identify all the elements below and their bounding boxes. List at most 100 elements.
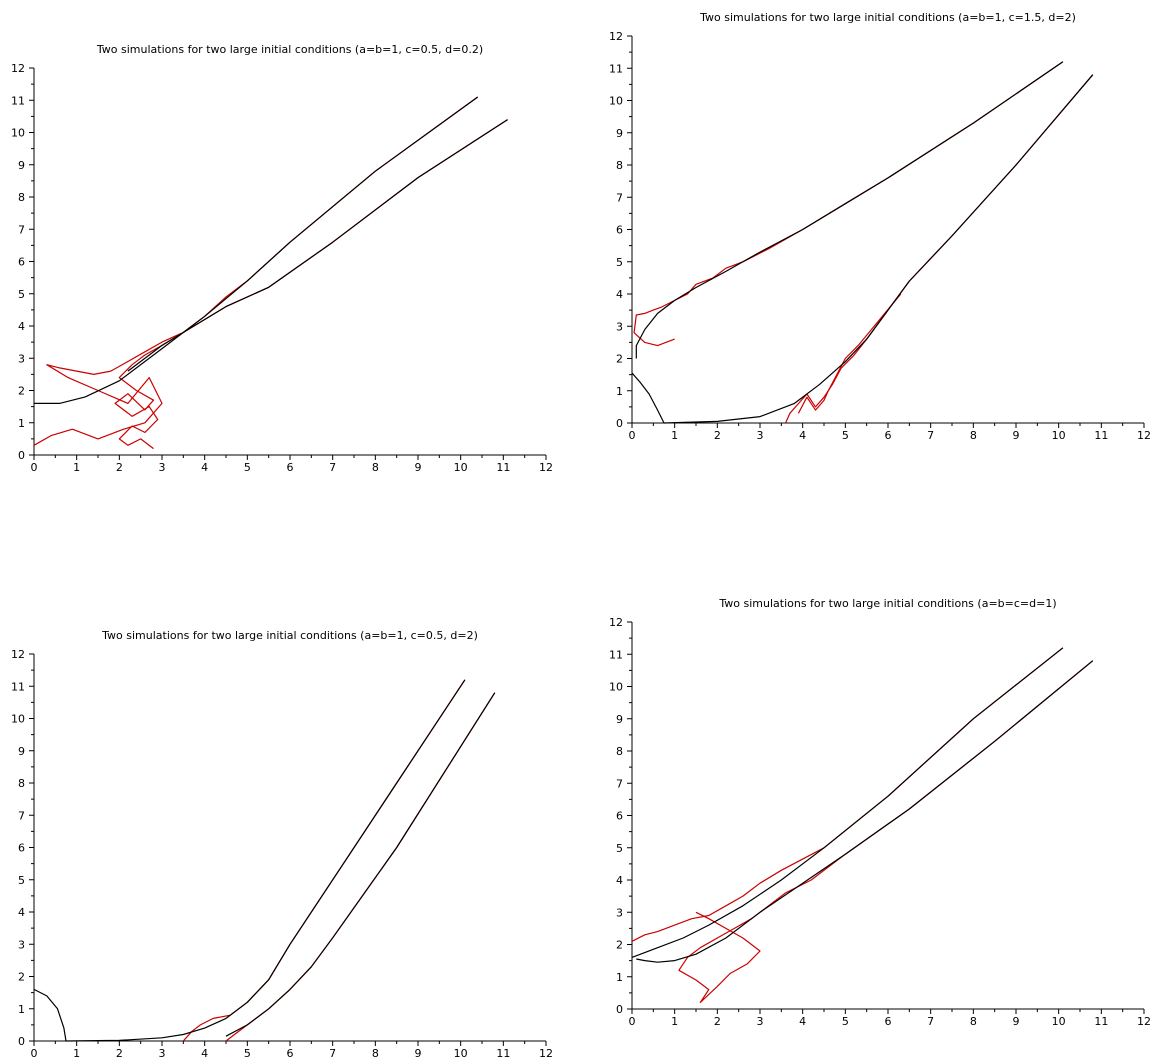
x-tick-label: 1 — [671, 429, 678, 442]
x-tick-label: 12 — [1137, 429, 1151, 442]
y-tick-label: 9 — [18, 159, 25, 172]
chart-title: Two simulations for two large initial co… — [718, 597, 1056, 610]
x-tick-label: 3 — [757, 1015, 764, 1028]
y-tick-label: 10 — [609, 95, 623, 108]
stochastic-trajectory — [225, 692, 496, 1042]
deterministic-trajectory — [65, 679, 466, 1042]
chart-panel-top-left: Two simulations for two large initial co… — [11, 43, 553, 474]
x-tick-label: 8 — [372, 1047, 379, 1060]
x-tick-label: 11 — [1094, 429, 1108, 442]
y-tick-label: 7 — [616, 777, 623, 790]
y-tick-label: 1 — [18, 417, 25, 430]
x-tick-label: 12 — [1137, 1015, 1151, 1028]
y-tick-label: 9 — [616, 713, 623, 726]
chart-panel-top-right: Two simulations for two large initial co… — [609, 11, 1151, 442]
x-tick-label: 7 — [329, 1047, 336, 1060]
x-tick-label: 2 — [714, 1015, 721, 1028]
y-tick-label: 10 — [11, 127, 25, 140]
y-tick-label: 3 — [18, 352, 25, 365]
y-tick-label: 7 — [18, 223, 25, 236]
x-tick-label: 3 — [159, 461, 166, 474]
stochastic-trajectory — [797, 293, 902, 414]
deterministic-trajectory — [631, 647, 1064, 958]
y-tick-label: 4 — [18, 320, 25, 333]
y-tick-label: 10 — [11, 713, 25, 726]
y-tick-label: 10 — [609, 681, 623, 694]
y-tick-label: 2 — [18, 385, 25, 398]
stochastic-trajectory — [182, 679, 466, 1042]
y-tick-label: 3 — [18, 938, 25, 951]
x-tick-label: 5 — [244, 461, 251, 474]
y-tick-label: 0 — [616, 1003, 623, 1016]
x-tick-label: 12 — [539, 1047, 553, 1060]
x-tick-label: 12 — [539, 461, 553, 474]
x-tick-label: 11 — [496, 1047, 510, 1060]
y-tick-label: 12 — [11, 62, 25, 75]
y-tick-label: 8 — [18, 191, 25, 204]
y-tick-label: 4 — [18, 906, 25, 919]
stochastic-trajectory — [33, 96, 479, 446]
y-tick-label: 2 — [616, 939, 623, 952]
x-tick-label: 3 — [757, 429, 764, 442]
y-tick-label: 6 — [18, 842, 25, 855]
y-tick-label: 6 — [18, 256, 25, 269]
deterministic-trajectory — [33, 988, 67, 1042]
deterministic-trajectory — [34, 96, 479, 404]
deterministic-trajectory — [636, 660, 1094, 963]
y-tick-label: 7 — [616, 191, 623, 204]
stochastic-trajectory — [678, 660, 1094, 1004]
deterministic-trajectory — [635, 61, 1064, 359]
y-tick-label: 2 — [18, 971, 25, 984]
y-tick-label: 3 — [616, 906, 623, 919]
x-tick-label: 2 — [116, 1047, 123, 1060]
y-tick-label: 6 — [616, 224, 623, 237]
y-tick-label: 8 — [18, 777, 25, 790]
deterministic-trajectory — [127, 119, 508, 372]
x-tick-label: 4 — [201, 461, 208, 474]
x-tick-label: 11 — [1094, 1015, 1108, 1028]
x-tick-label: 2 — [714, 429, 721, 442]
y-tick-label: 1 — [18, 1003, 25, 1016]
y-tick-label: 6 — [616, 810, 623, 823]
x-tick-label: 6 — [885, 1015, 892, 1028]
x-tick-label: 1 — [73, 1047, 80, 1060]
chart-panel-bottom-left: Two simulations for two large initial co… — [11, 629, 553, 1060]
x-tick-label: 1 — [73, 461, 80, 474]
x-tick-label: 3 — [159, 1047, 166, 1060]
x-tick-label: 6 — [287, 461, 294, 474]
y-tick-label: 9 — [616, 127, 623, 140]
deterministic-trajectory — [663, 74, 1094, 424]
y-tick-label: 12 — [609, 30, 623, 43]
chart-title: Two simulations for two large initial co… — [96, 43, 483, 56]
y-tick-label: 5 — [18, 288, 25, 301]
x-tick-label: 8 — [372, 461, 379, 474]
y-tick-label: 11 — [11, 680, 25, 693]
y-tick-label: 0 — [18, 449, 25, 462]
y-tick-label: 11 — [11, 94, 25, 107]
x-tick-label: 0 — [31, 461, 38, 474]
y-tick-label: 4 — [616, 874, 623, 887]
x-tick-label: 8 — [970, 429, 977, 442]
x-tick-label: 9 — [415, 1047, 422, 1060]
deterministic-trajectory — [225, 692, 496, 1037]
x-tick-label: 7 — [329, 461, 336, 474]
deterministic-trajectory — [631, 372, 665, 424]
x-tick-label: 0 — [31, 1047, 38, 1060]
x-tick-label: 10 — [1052, 1015, 1066, 1028]
y-tick-label: 5 — [18, 874, 25, 887]
x-tick-label: 5 — [842, 1015, 849, 1028]
stochastic-trajectory — [114, 119, 508, 450]
y-tick-label: 4 — [616, 288, 623, 301]
chart-panel-bottom-right: Two simulations for two large initial co… — [609, 597, 1151, 1028]
x-tick-label: 0 — [629, 429, 636, 442]
x-tick-label: 11 — [496, 461, 510, 474]
x-tick-label: 7 — [927, 429, 934, 442]
x-tick-label: 6 — [287, 1047, 294, 1060]
y-tick-label: 1 — [616, 971, 623, 984]
x-tick-label: 10 — [454, 1047, 468, 1060]
x-tick-label: 9 — [415, 461, 422, 474]
y-tick-label: 8 — [616, 745, 623, 758]
chart-title: Two simulations for two large initial co… — [699, 11, 1076, 24]
y-tick-label: 8 — [616, 159, 623, 172]
